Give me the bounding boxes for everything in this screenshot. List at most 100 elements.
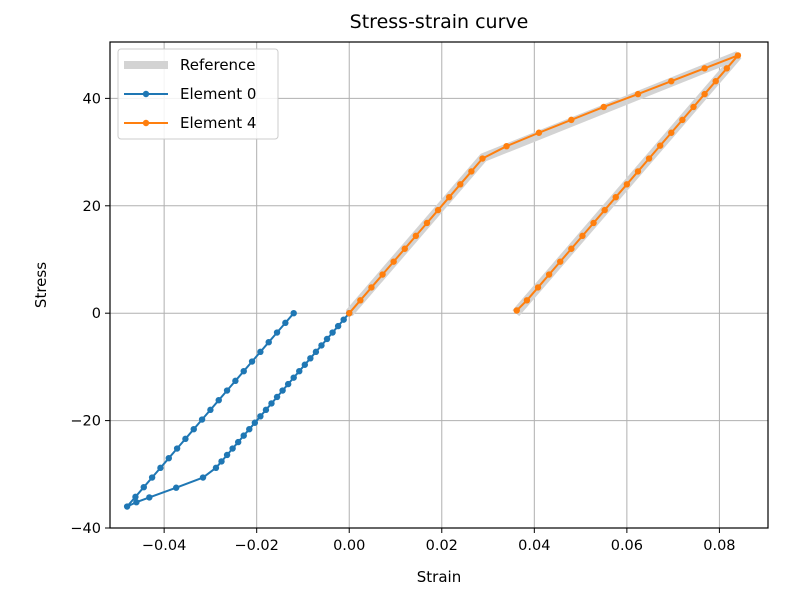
data-point	[301, 361, 309, 368]
data-point	[701, 90, 708, 98]
data-point	[468, 168, 475, 175]
data-point	[140, 483, 147, 491]
series-layer	[123, 51, 742, 510]
data-point	[234, 438, 242, 446]
data-point	[523, 297, 531, 304]
y-tick-label: 0	[92, 306, 101, 322]
data-point	[284, 380, 292, 388]
data-point	[390, 258, 397, 265]
series-reference	[345, 51, 742, 317]
data-point	[346, 309, 353, 317]
data-point	[257, 348, 264, 356]
data-point	[329, 329, 336, 336]
series-element-4	[346, 52, 742, 317]
data-point	[568, 245, 575, 252]
x-tick-label: 0.00	[333, 538, 365, 554]
data-point	[656, 142, 664, 149]
x-tick-label: −0.04	[142, 538, 186, 554]
data-point	[601, 206, 608, 214]
data-point	[434, 206, 442, 214]
y-tick-label: 40	[83, 91, 101, 107]
data-point	[534, 284, 542, 291]
data-point	[198, 416, 206, 423]
data-point	[723, 65, 731, 72]
data-point	[423, 219, 431, 227]
data-point	[296, 367, 303, 375]
x-tick-label: −0.02	[234, 538, 278, 554]
data-point	[668, 129, 675, 136]
data-point	[148, 474, 156, 481]
legend-item-element-0: Element 0	[124, 85, 256, 103]
data-point	[232, 377, 239, 385]
y-tick-label: −40	[70, 521, 101, 537]
data-point	[545, 271, 553, 278]
data-point	[248, 358, 256, 365]
data-point	[146, 494, 153, 501]
data-point	[479, 155, 486, 162]
data-point	[579, 232, 586, 240]
data-point	[412, 232, 420, 240]
x-tick-label: 0.02	[426, 538, 458, 554]
data-point	[133, 499, 140, 506]
data-point	[173, 445, 181, 452]
data-point	[273, 329, 281, 336]
data-point	[340, 316, 347, 323]
series-element-0	[123, 309, 353, 510]
series-line-element-0	[126, 312, 350, 508]
data-point	[568, 116, 575, 124]
data-point	[240, 367, 247, 375]
data-point	[279, 387, 286, 394]
data-point	[265, 338, 272, 346]
data-point	[379, 271, 386, 278]
x-tick-label: 0.08	[703, 538, 735, 554]
data-point	[199, 474, 207, 481]
data-point	[190, 425, 197, 433]
y-tick-label: 20	[83, 199, 101, 215]
chart-title: Stress-strain curve	[350, 11, 529, 33]
data-point	[262, 406, 270, 414]
data-point	[357, 297, 364, 304]
data-point	[323, 335, 331, 343]
data-point	[290, 374, 297, 381]
data-point	[712, 78, 719, 85]
data-point	[679, 116, 686, 124]
x-tick-label: 0.04	[518, 538, 550, 554]
data-point	[246, 425, 253, 433]
y-tick-label: −20	[70, 414, 101, 430]
data-point	[557, 258, 564, 265]
legend-label: Element 0	[180, 85, 256, 103]
data-point	[457, 181, 464, 188]
data-point	[307, 355, 314, 362]
data-point	[251, 419, 259, 426]
data-point	[218, 458, 225, 465]
data-point	[701, 65, 708, 72]
data-point	[645, 155, 653, 162]
data-point	[590, 219, 597, 227]
data-point	[690, 103, 697, 111]
data-point	[445, 194, 453, 201]
data-point	[734, 52, 742, 59]
data-point	[257, 413, 264, 420]
data-point	[401, 245, 408, 252]
data-point	[623, 181, 631, 188]
data-point	[123, 503, 131, 510]
legend-label: Reference	[180, 56, 256, 74]
legend-item-reference: Reference	[124, 56, 256, 74]
data-point	[212, 464, 220, 472]
data-point	[290, 309, 297, 317]
data-point	[223, 451, 231, 459]
data-point	[215, 396, 222, 404]
data-point	[240, 432, 247, 439]
data-point	[334, 322, 342, 330]
legend-item-element-4: Element 4	[124, 114, 256, 132]
data-point	[282, 319, 289, 327]
data-point	[600, 103, 607, 111]
plot-frame	[109, 41, 769, 529]
data-point	[223, 387, 231, 394]
data-point	[318, 342, 325, 349]
data-point	[207, 406, 214, 414]
legend-label: Element 4	[180, 114, 256, 132]
data-point	[229, 445, 236, 452]
data-point	[513, 307, 520, 314]
